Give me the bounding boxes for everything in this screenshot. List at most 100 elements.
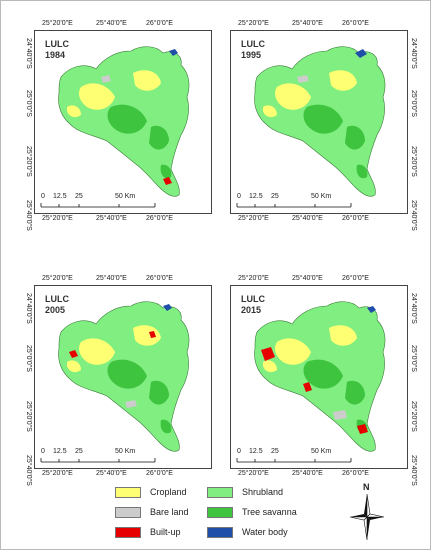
- longitude-tick-bottom: 25°40'0"E: [292, 215, 323, 222]
- longitude-tick-bottom: 25°20'0"E: [42, 470, 73, 477]
- legend-item-cropland: Cropland: [115, 486, 187, 498]
- scale-label: 12.5: [249, 448, 263, 455]
- legend-label-shrubland: Shrubland: [242, 487, 284, 497]
- map-title-label: LULC: [45, 39, 69, 49]
- legend-label-cropland: Cropland: [150, 487, 187, 497]
- latitude-tick: 25°40'0"S: [25, 200, 32, 231]
- scale-label: 50 Km: [115, 193, 136, 200]
- longitude-tick-top: 25°20'0"E: [238, 275, 269, 282]
- legend-item-water-body: Water body: [207, 526, 288, 538]
- latitude-tick: 25°0'0"S: [410, 345, 417, 372]
- legend-item-tree-savanna: Tree savanna: [207, 506, 297, 518]
- latitude-tick: 25°0'0"S: [410, 90, 417, 117]
- scale-label: 50 Km: [115, 448, 136, 455]
- scale-label: 0: [41, 193, 45, 200]
- lulc-map-2015: [236, 301, 386, 463]
- scale-bar: [40, 203, 156, 208]
- lulc-patch-bare-land: [297, 75, 309, 83]
- map-legend: Cropland Shrubland Bare land Tree savann…: [115, 482, 315, 542]
- longitude-tick-bottom: 25°40'0"E: [96, 470, 127, 477]
- map-year-label: 2015: [241, 305, 262, 315]
- map-year-label: 2005: [45, 305, 66, 315]
- scale-bar: [40, 458, 156, 463]
- lulc-patch-bare-land: [333, 410, 347, 420]
- longitude-tick-top: 26°0'0"E: [342, 20, 369, 27]
- lulc-patch-cropland: [79, 338, 115, 365]
- map-title-label: LULC: [241, 294, 265, 304]
- legend-label-bare-land: Bare land: [150, 507, 189, 517]
- latitude-tick: 25°20'0"S: [25, 401, 32, 432]
- latitude-tick: 25°20'0"S: [410, 146, 417, 177]
- map-title-2005: LULC 2005: [45, 294, 69, 316]
- lulc-patch-built-up: [69, 350, 78, 358]
- map-panel-2005: LULC 2005 0 12.5 25 50 Km: [34, 285, 212, 469]
- scale-label: 0: [237, 193, 241, 200]
- map-title-label: LULC: [241, 39, 265, 49]
- longitude-tick-bottom: 26°0'0"E: [146, 470, 173, 477]
- map-panel-2015: LULC 2015 0 12.5 25 50 Km: [230, 285, 408, 469]
- lulc-patch-built-up: [261, 347, 275, 361]
- lulc-patch-cropland: [133, 325, 161, 346]
- map-title-label: LULC: [45, 294, 69, 304]
- north-arrow: N: [348, 482, 386, 542]
- longitude-tick-bottom: 25°40'0"E: [292, 470, 323, 477]
- legend-item-shrubland: Shrubland: [207, 486, 283, 498]
- legend-label-tree-savanna: Tree savanna: [242, 507, 297, 517]
- latitude-tick: 25°0'0"S: [25, 90, 32, 117]
- lulc-patch-cropland: [263, 360, 277, 373]
- scale-label: 25: [75, 193, 83, 200]
- map-title-2015: LULC 2015: [241, 294, 265, 316]
- lulc-patch-cropland: [79, 83, 115, 110]
- lulc-patch-tree-savanna: [107, 359, 147, 389]
- latitude-tick: 25°0'0"S: [25, 345, 32, 372]
- latitude-tick: 24°40'0"S: [410, 38, 417, 69]
- lulc-patch-cropland: [67, 105, 81, 118]
- compass-rose-icon: [349, 493, 385, 541]
- legend-swatch-water-body: [207, 526, 233, 538]
- legend-item-bare-land: Bare land: [115, 506, 189, 518]
- lulc-map-1984: [40, 46, 190, 208]
- lulc-patch-tree-savanna: [303, 104, 343, 134]
- latitude-tick: 25°20'0"S: [25, 146, 32, 177]
- lulc-patch-built-up: [303, 382, 312, 392]
- lulc-patch-water-body: [355, 49, 367, 58]
- longitude-tick-bottom: 25°20'0"E: [238, 215, 269, 222]
- longitude-tick-bottom: 25°20'0"E: [42, 215, 73, 222]
- longitude-tick-top: 26°0'0"E: [342, 275, 369, 282]
- longitude-tick-top: 25°20'0"E: [42, 275, 73, 282]
- longitude-tick-top: 25°40'0"E: [96, 20, 127, 27]
- lulc-patch-tree-savanna: [149, 125, 169, 150]
- latitude-tick: 24°40'0"S: [25, 293, 32, 324]
- scale-label: 25: [271, 193, 279, 200]
- lulc-patch-tree-savanna: [149, 380, 169, 405]
- map-title-1995: LULC 1995: [241, 39, 265, 61]
- scale-label: 50 Km: [311, 193, 332, 200]
- map-panel-1995: LULC 1995 0 12.5 25 50 Km: [230, 30, 408, 214]
- longitude-tick-top: 25°40'0"E: [292, 20, 323, 27]
- lulc-patch-tree-savanna: [160, 419, 172, 434]
- latitude-tick: 24°40'0"S: [410, 293, 417, 324]
- lulc-patch-cropland: [275, 83, 311, 110]
- legend-swatch-cropland: [115, 486, 141, 498]
- scale-label: 25: [271, 448, 279, 455]
- lulc-patch-tree-savanna: [356, 164, 368, 179]
- lulc-patch-built-up: [357, 424, 368, 434]
- scale-label: 25: [75, 448, 83, 455]
- longitude-tick-top: 26°0'0"E: [146, 20, 173, 27]
- lulc-patch-water-body: [367, 306, 376, 313]
- lulc-patch-tree-savanna: [303, 359, 343, 389]
- scale-label: 0: [41, 448, 45, 455]
- map-year-label: 1995: [241, 50, 262, 60]
- legend-swatch-bare-land: [115, 506, 141, 518]
- longitude-tick-bottom: 26°0'0"E: [146, 215, 173, 222]
- latitude-tick: 24°40'0"S: [25, 38, 32, 69]
- legend-label-water-body: Water body: [242, 527, 288, 537]
- longitude-tick-bottom: 26°0'0"E: [342, 470, 369, 477]
- longitude-tick-top: 25°20'0"E: [42, 20, 73, 27]
- lulc-patch-cropland: [329, 70, 357, 91]
- longitude-tick-bottom: 26°0'0"E: [342, 215, 369, 222]
- longitude-tick-bottom: 25°40'0"E: [96, 215, 127, 222]
- scale-label: 12.5: [249, 193, 263, 200]
- longitude-tick-top: 25°40'0"E: [96, 275, 127, 282]
- lulc-patch-water-body: [163, 304, 172, 311]
